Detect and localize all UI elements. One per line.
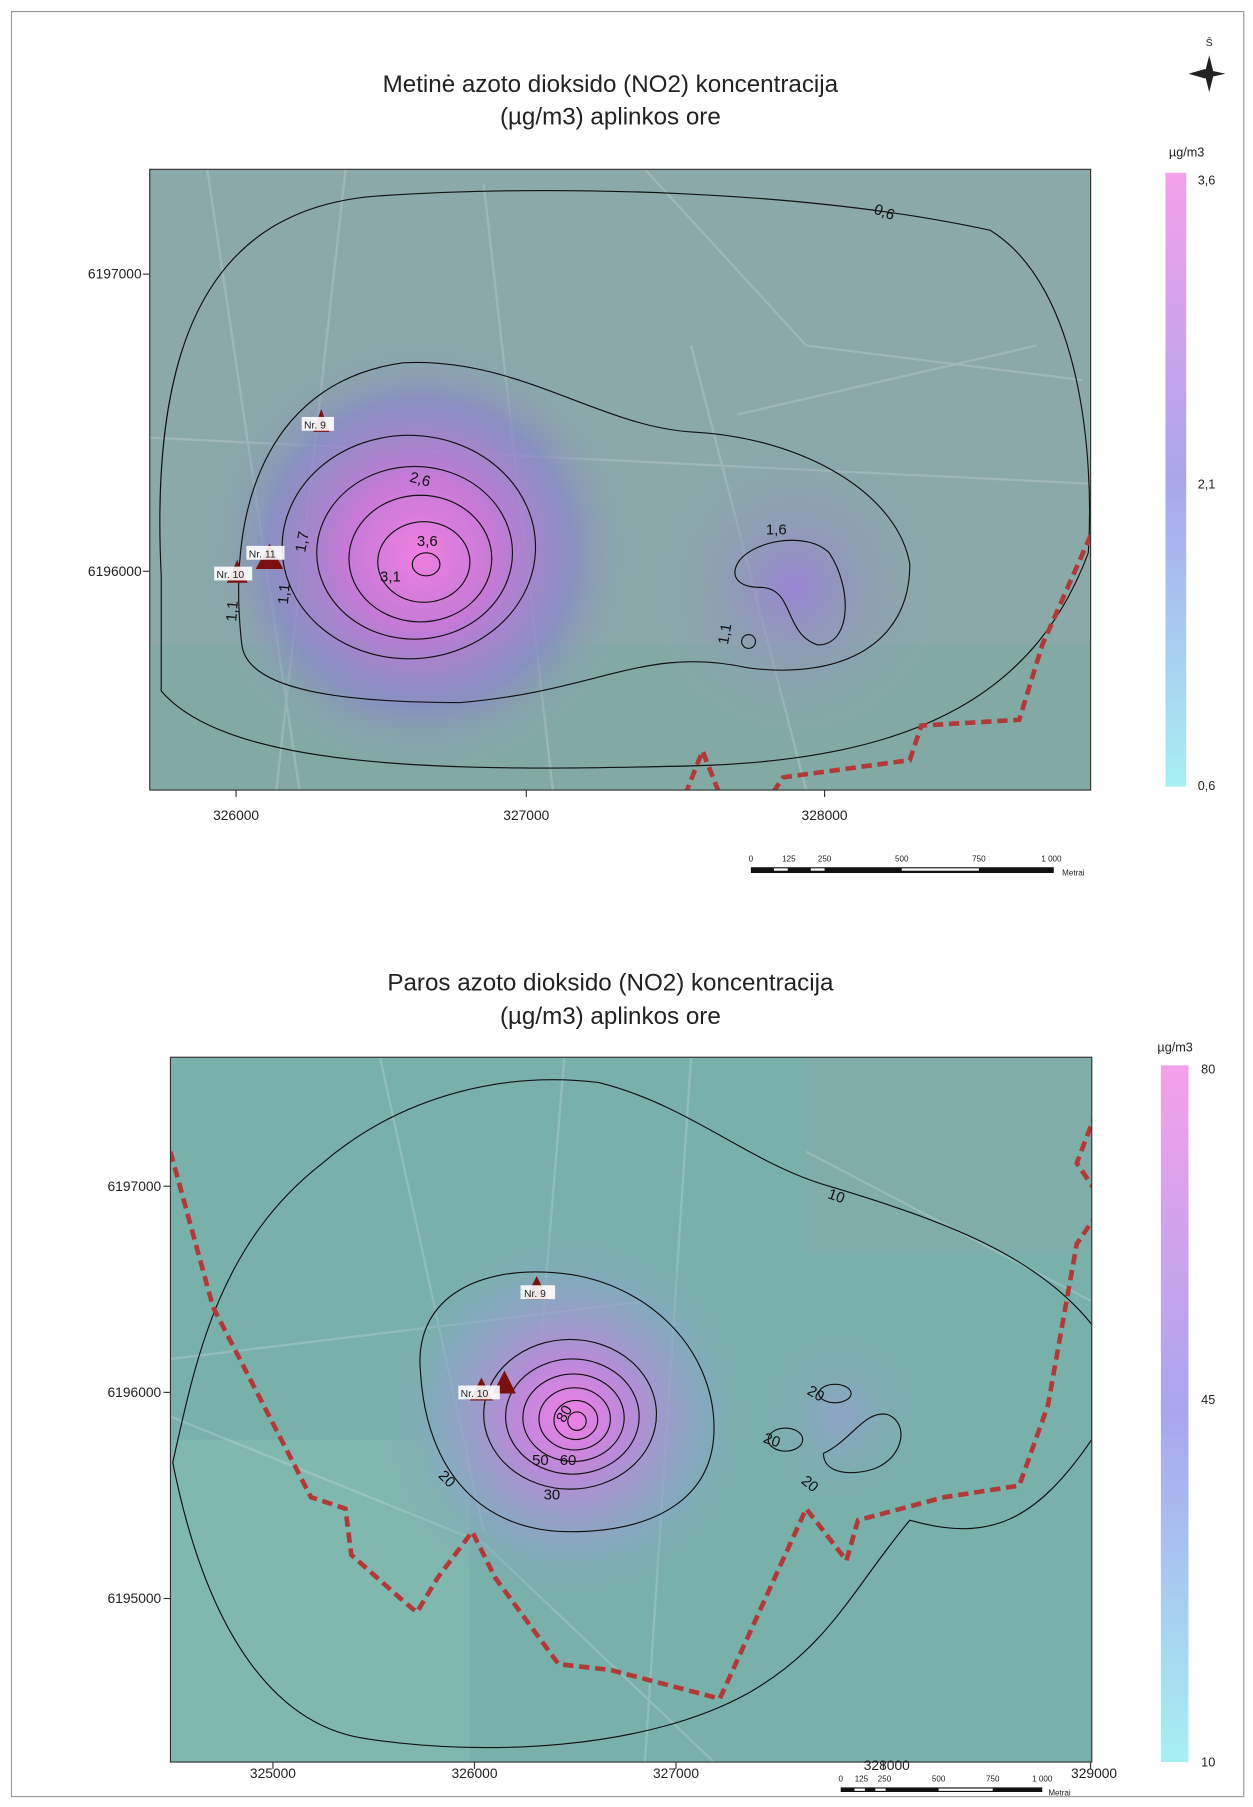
map-area: 0,6 2,6 3,6 3,1 1,7 1,6 1,1 1,1 1,1 Nr. …	[150, 169, 1091, 794]
legend-unit: µg/m3	[1169, 146, 1204, 160]
contour-label: 1,7	[292, 530, 312, 553]
station-label: Nr. 9	[304, 420, 326, 431]
contour-label: 3,6	[417, 533, 438, 550]
north-label: Š	[1206, 36, 1213, 49]
y-axis: 6197000 6196000	[88, 266, 150, 579]
contour-label: 1,1	[223, 600, 242, 622]
legend-label: 80	[1201, 1062, 1215, 1076]
x-tick-label: 328000	[864, 1757, 910, 1773]
map-title: Paros azoto dioksido (NO2) koncentracija	[387, 969, 834, 996]
legend-unit: µg/m3	[1157, 1040, 1192, 1054]
contour-label: 1,1	[275, 583, 294, 605]
x-axis: 326000 327000 328000	[213, 790, 848, 823]
y-tick-label: 6197000	[88, 266, 142, 282]
scale-label: 250	[878, 1775, 892, 1784]
scale-label: 750	[972, 854, 986, 863]
legend-label: 45	[1201, 1393, 1215, 1407]
x-tick-label: 327000	[653, 1765, 699, 1781]
legend-label: 2,1	[1198, 477, 1216, 491]
map-title: (µg/m3) aplinkos ore	[500, 1003, 721, 1030]
y-tick-label: 6195000	[108, 1590, 162, 1606]
x-tick-label: 328000	[802, 807, 848, 823]
scale-unit: Metrai	[1048, 1788, 1071, 1797]
legend-label: 0,6	[1198, 779, 1216, 793]
contour-label: 3,1	[380, 569, 401, 586]
y-tick-label: 6197000	[108, 1178, 162, 1194]
contour-label: 60	[560, 1452, 577, 1469]
page: Š Metinė azoto dioksido (NO2) koncentrac…	[0, 0, 1253, 1807]
station-label: Nr. 11	[249, 549, 276, 560]
legend: µg/m3 3,6 2,1 0,6	[1165, 146, 1215, 793]
map-title: Metinė azoto dioksido (NO2) koncentracij…	[383, 71, 839, 98]
station-label: Nr. 10	[217, 570, 245, 581]
contour-label: 30	[544, 1486, 561, 1503]
map-area: 10 20 20 20 20 80 50 60 30 Nr. 9 Nr. 10	[170, 1057, 1096, 1762]
scale-label: 500	[895, 854, 909, 863]
scale-label: 0	[838, 1775, 843, 1784]
station-label: Nr. 10	[461, 1389, 489, 1400]
legend-label: 10	[1201, 1756, 1215, 1770]
x-tick-label: 329000	[1071, 1765, 1117, 1781]
scale-label: 250	[818, 854, 832, 863]
scale-bar: 0 125 250 500 750 1 000 Metrai	[838, 1775, 1070, 1798]
x-tick-label: 325000	[250, 1765, 296, 1781]
x-tick-label: 326000	[213, 807, 259, 823]
north-arrow: Š	[1189, 36, 1226, 92]
x-tick-label: 327000	[503, 807, 549, 823]
scale-unit: Metrai	[1062, 868, 1085, 877]
map-title: (µg/m3) aplinkos ore	[500, 103, 721, 130]
y-axis: 6197000 6196000 6195000	[108, 1178, 171, 1606]
contour-label: 1,6	[766, 521, 787, 538]
scale-label: 500	[932, 1775, 946, 1784]
contour-label: 50	[532, 1452, 549, 1469]
scale-label: 125	[855, 1775, 869, 1784]
legend: µg/m3 80 45 10	[1157, 1040, 1215, 1769]
y-tick-label: 6196000	[108, 1384, 162, 1400]
contour-label: 1,1	[715, 622, 735, 645]
scale-label: 0	[749, 854, 754, 863]
scale-bar: 0 125 250 500 750 1 000 Metrai	[749, 854, 1085, 877]
x-tick-label: 326000	[451, 1765, 497, 1781]
scale-label: 1 000	[1032, 1775, 1053, 1784]
station-label: Nr. 9	[524, 1289, 546, 1300]
y-tick-label: 6196000	[88, 563, 142, 579]
scale-label: 1 000	[1041, 854, 1062, 863]
legend-label: 3,6	[1198, 173, 1216, 187]
scale-label: 750	[986, 1775, 1000, 1784]
scale-label: 125	[782, 854, 796, 863]
